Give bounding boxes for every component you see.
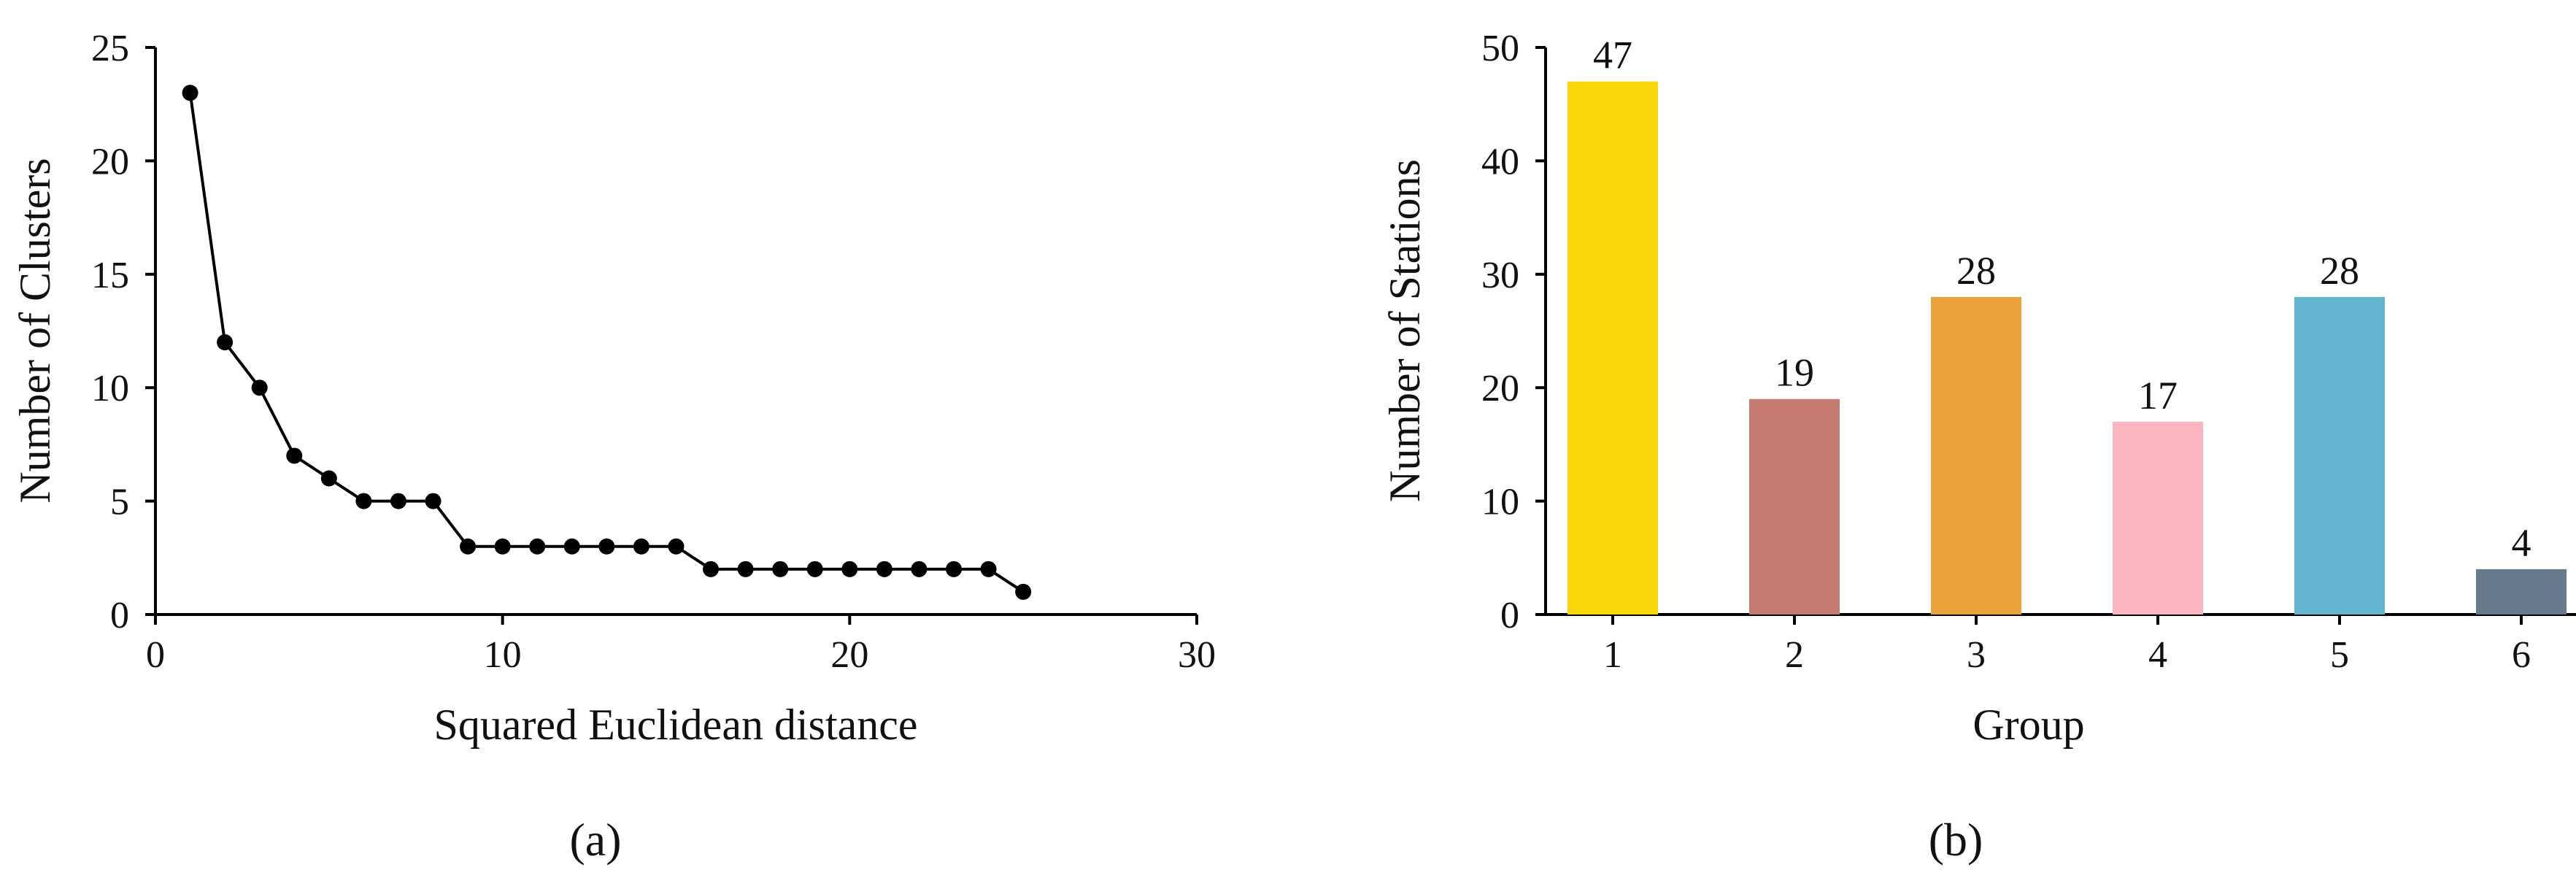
panel-b-x-tick-label: 6 xyxy=(2512,634,2531,676)
panel-b-x-tick-label: 1 xyxy=(1603,634,1622,676)
panel-b-y-axis-title: Number of Stations xyxy=(1381,159,1429,502)
panel-b-y-tick-label: 20 xyxy=(1481,368,1519,409)
panel-b-bar-group-4 xyxy=(2113,421,2203,615)
panel-a-data-point xyxy=(425,493,441,509)
panel-a-y-tick-label: 20 xyxy=(91,141,129,182)
panel-b-bar-group-6 xyxy=(2476,569,2567,615)
panel-a-x-axis-title: Squared Euclidean distance xyxy=(433,701,917,749)
panel-a-y-tick-label: 15 xyxy=(91,255,129,296)
panel-a-data-point xyxy=(494,538,511,555)
panel-a-x-tick-label: 0 xyxy=(146,634,165,676)
panel-a-data-point xyxy=(251,380,268,396)
panel-a-data-point xyxy=(460,538,477,555)
panel-b-bar-value-label: 28 xyxy=(2320,249,2359,293)
panel-a-data-point xyxy=(772,561,789,577)
panel-b-bar-group-2 xyxy=(1749,398,1840,615)
panel-a-data-point xyxy=(563,538,580,555)
panel-a-data-point xyxy=(286,447,303,464)
panel-a-data-point xyxy=(668,538,685,555)
panel-a-data-point xyxy=(876,561,892,577)
panel-b-bar-group-1 xyxy=(1567,81,1658,615)
panel-a-data-point xyxy=(598,538,615,555)
panel-b-y-tick-label: 10 xyxy=(1481,482,1519,523)
panel-a-x-ticks: 0 10 20 30 xyxy=(146,615,1216,676)
panel-a-y-axis-title: Number of Clusters xyxy=(11,158,59,503)
panel-a-data-point xyxy=(355,493,372,509)
panel-a-data-point xyxy=(980,561,997,577)
panel-b-x-tick-label: 4 xyxy=(2148,634,2167,676)
panel-b-x-tick-label: 3 xyxy=(1967,634,1986,676)
panel-a-data-point xyxy=(806,561,823,577)
panel-b-x-tick-label: 2 xyxy=(1785,634,1804,676)
panel-a-data-point xyxy=(633,538,649,555)
panel-a-series-line xyxy=(188,92,1025,593)
panel-a-data-point xyxy=(390,493,406,509)
panel-a-data-point xyxy=(529,538,546,555)
panel-a-points xyxy=(182,85,1032,600)
panel-b-label: (b) xyxy=(1929,814,1983,866)
panel-a-y-tick-label: 0 xyxy=(110,595,129,636)
panel-b-bar-group-3 xyxy=(1931,296,2021,615)
panel-a-data-point xyxy=(1015,583,1032,600)
panel-a-data-point xyxy=(946,561,963,577)
panel-b-y-tick-label: 40 xyxy=(1481,141,1519,182)
panel-a-y-tick-label: 5 xyxy=(110,482,129,523)
panel-a-x-tick-label: 20 xyxy=(830,634,868,676)
panel-b-y-tick-label: 30 xyxy=(1481,255,1519,296)
panel-a-y-tick-label: 25 xyxy=(91,28,129,69)
panel-b-bar-value-label: 28 xyxy=(1956,249,1996,293)
panel-b-x-tick-label: 5 xyxy=(2330,634,2349,676)
panel-b-bars: 47 1 19 2 28 3 17 4 28 5 4 6 xyxy=(1567,34,2567,676)
panel-b-y-tick-label: 0 xyxy=(1500,595,1519,636)
panel-a-data-point xyxy=(703,561,720,577)
panel-a-data-point xyxy=(737,561,754,577)
panel-a-data-point xyxy=(320,470,337,487)
panel-a-line-chart: 0 10 20 30 0 5 10 15 20 25 Squared Euclidean dis… xyxy=(11,28,1216,866)
panel-a-data-point xyxy=(911,561,928,577)
panel-b-x-axis-title: Group xyxy=(1973,701,2084,749)
panel-a-label: (a) xyxy=(569,814,621,866)
panel-a-y-tick-label: 10 xyxy=(91,368,129,409)
panel-b-bar-value-label: 17 xyxy=(2138,374,2178,417)
panel-a-data-point xyxy=(182,85,198,101)
panel-a-x-tick-label: 10 xyxy=(484,634,522,676)
panel-a-x-tick-label: 30 xyxy=(1178,634,1216,676)
panel-b-bar-group-5 xyxy=(2294,296,2385,615)
panel-b-bar-chart: 0 10 20 30 40 50 47 1 19 2 28 3 17 4 28 5 4 6 Group Numb… xyxy=(1381,28,2576,866)
panel-a-data-point xyxy=(217,334,234,351)
panel-b-y-tick-label: 50 xyxy=(1481,28,1519,69)
panel-b-bar-value-label: 47 xyxy=(1593,34,1632,77)
panel-a-data-point xyxy=(841,561,858,577)
panel-b-bar-value-label: 4 xyxy=(2512,521,2531,565)
panel-b-y-ticks: 0 10 20 30 40 50 xyxy=(1481,28,1546,636)
panel-a-y-ticks: 0 5 10 15 20 25 xyxy=(91,28,155,636)
panel-b-bar-value-label: 19 xyxy=(1775,351,1814,395)
